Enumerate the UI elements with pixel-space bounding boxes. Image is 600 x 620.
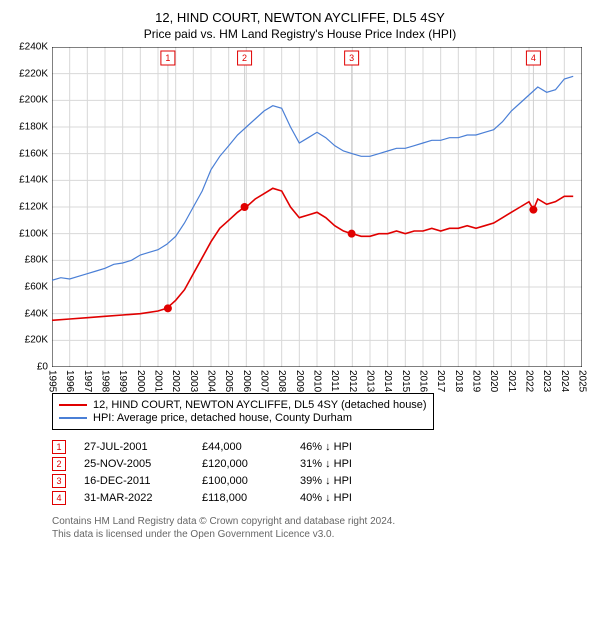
chart-svg: 1 2 3 4 — [52, 47, 582, 367]
x-axis-label: 2010 — [312, 367, 323, 392]
transaction-row: 1 27-JUL-2001 £44,000 46% ↓ HPI — [52, 440, 590, 454]
transaction-table: 1 27-JUL-2001 £44,000 46% ↓ HPI 2 25-NOV-2005… — [52, 440, 590, 505]
chart-area: 1234 £0£20K£40K£60K£80K£100K£120K£140K£1… — [52, 47, 582, 367]
transaction-date: 31-MAR-2022 — [84, 492, 184, 504]
x-axis-label: 2018 — [453, 367, 464, 392]
transaction-date: 27-JUL-2001 — [84, 441, 184, 453]
x-axis-label: 2019 — [471, 367, 482, 392]
x-axis-label: 2011 — [329, 367, 340, 392]
x-axis-label: 2007 — [259, 367, 270, 392]
transaction-hpi-delta: 46% ↓ HPI — [300, 441, 390, 453]
y-axis-label: £180K — [19, 122, 52, 133]
legend-box: 12, HIND COURT, NEWTON AYCLIFFE, DL5 4SY… — [52, 393, 434, 430]
chart-subtitle: Price paid vs. HM Land Registry's House … — [10, 27, 590, 41]
x-axis-label: 2014 — [382, 367, 393, 392]
footer-line-1: Contains HM Land Registry data © Crown c… — [52, 515, 590, 528]
svg-text:4: 4 — [531, 53, 536, 63]
legend-item: HPI: Average price, detached house, Coun… — [59, 412, 427, 424]
x-axis-label: 2005 — [223, 367, 234, 392]
x-axis-label: 1999 — [117, 367, 128, 392]
transaction-hpi-delta: 39% ↓ HPI — [300, 475, 390, 487]
transaction-price: £100,000 — [202, 475, 282, 487]
transaction-hpi-delta: 40% ↓ HPI — [300, 492, 390, 504]
x-axis-label: 2016 — [418, 367, 429, 392]
x-axis-label: 2003 — [188, 367, 199, 392]
y-axis-label: £60K — [25, 282, 52, 293]
x-axis-label: 2025 — [577, 367, 588, 392]
x-axis-label: 2024 — [559, 367, 570, 392]
y-axis-label: £140K — [19, 175, 52, 186]
svg-text:2: 2 — [242, 53, 247, 63]
legend-swatch — [59, 417, 87, 419]
y-axis-label: £120K — [19, 202, 52, 213]
footer-attribution: Contains HM Land Registry data © Crown c… — [52, 515, 590, 541]
x-axis-label: 2021 — [506, 367, 517, 392]
transaction-hpi-delta: 31% ↓ HPI — [300, 458, 390, 470]
chart-title: 12, HIND COURT, NEWTON AYCLIFFE, DL5 4SY — [10, 10, 590, 25]
x-axis-label: 1998 — [100, 367, 111, 392]
x-axis-label: 2000 — [135, 367, 146, 392]
y-axis-label: £220K — [19, 68, 52, 79]
x-axis-label: 2015 — [400, 367, 411, 392]
x-axis-label: 1996 — [64, 367, 75, 392]
y-axis-label: £100K — [19, 228, 52, 239]
x-axis-label: 2009 — [294, 367, 305, 392]
svg-text:3: 3 — [349, 53, 354, 63]
x-axis-label: 2004 — [206, 367, 217, 392]
transaction-price: £120,000 — [202, 458, 282, 470]
transaction-row: 2 25-NOV-2005 £120,000 31% ↓ HPI — [52, 457, 590, 471]
transaction-price: £118,000 — [202, 492, 282, 504]
y-axis-label: £20K — [25, 335, 52, 346]
x-axis-label: 2012 — [347, 367, 358, 392]
y-axis-label: £160K — [19, 148, 52, 159]
transaction-date: 16-DEC-2011 — [84, 475, 184, 487]
transaction-row: 3 16-DEC-2011 £100,000 39% ↓ HPI — [52, 474, 590, 488]
transaction-date: 25-NOV-2005 — [84, 458, 184, 470]
transaction-marker-number: 2 — [52, 457, 66, 471]
x-axis-label: 2017 — [435, 367, 446, 392]
legend-label: 12, HIND COURT, NEWTON AYCLIFFE, DL5 4SY… — [93, 399, 427, 411]
x-axis-label: 2002 — [170, 367, 181, 392]
x-axis-label: 1997 — [82, 367, 93, 392]
x-axis-label: 2023 — [541, 367, 552, 392]
chart-container: 12, HIND COURT, NEWTON AYCLIFFE, DL5 4SY… — [0, 0, 600, 549]
x-axis-label: 2006 — [241, 367, 252, 392]
transaction-row: 4 31-MAR-2022 £118,000 40% ↓ HPI — [52, 491, 590, 505]
legend-label: HPI: Average price, detached house, Coun… — [93, 412, 352, 424]
footer-line-2: This data is licensed under the Open Gov… — [52, 528, 590, 541]
y-axis-label: £200K — [19, 95, 52, 106]
legend-swatch — [59, 404, 87, 406]
transaction-marker-number: 3 — [52, 474, 66, 488]
x-axis-label: 2020 — [488, 367, 499, 392]
x-axis-label: 1995 — [47, 367, 58, 392]
y-axis-label: £80K — [25, 255, 52, 266]
y-axis-label: £240K — [19, 42, 52, 53]
svg-text:1: 1 — [165, 53, 170, 63]
transaction-marker-number: 1 — [52, 440, 66, 454]
legend-item: 12, HIND COURT, NEWTON AYCLIFFE, DL5 4SY… — [59, 399, 427, 411]
x-axis-label: 2008 — [276, 367, 287, 392]
transaction-marker-number: 4 — [52, 491, 66, 505]
x-axis-label: 2013 — [365, 367, 376, 392]
y-axis-label: £40K — [25, 308, 52, 319]
transaction-price: £44,000 — [202, 441, 282, 453]
x-axis-label: 2022 — [524, 367, 535, 392]
x-axis-label: 2001 — [153, 367, 164, 392]
